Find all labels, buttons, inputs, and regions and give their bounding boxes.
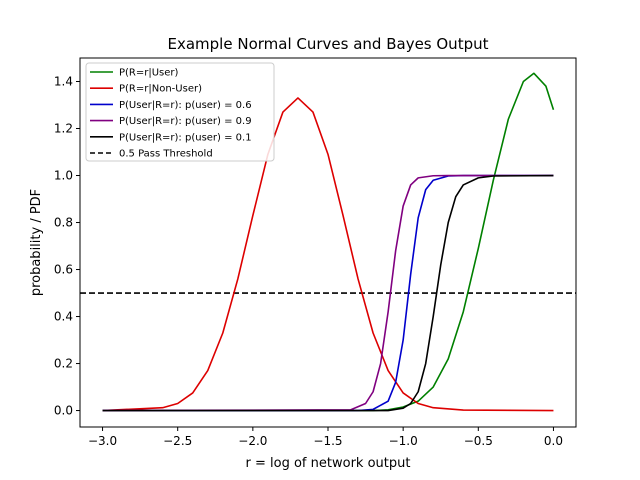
y-tick-label: 1.0 xyxy=(54,169,73,183)
y-tick-label: 1.2 xyxy=(54,122,73,136)
y-tick-label: 0.0 xyxy=(54,404,73,418)
x-tick-label: −2.5 xyxy=(163,434,192,448)
chart-title: Example Normal Curves and Bayes Output xyxy=(168,35,489,53)
legend-label-4: P(User|R=r): p(user) = 0.1 xyxy=(119,132,252,143)
y-tick-label: 1.4 xyxy=(54,75,73,89)
y-tick-label: 0.6 xyxy=(54,263,73,277)
legend-label-3: P(User|R=r): p(user) = 0.9 xyxy=(119,116,252,127)
series-line-1 xyxy=(102,97,554,412)
x-tick-label: 0.0 xyxy=(544,434,563,448)
legend-label-1: P(R=r|Non-User) xyxy=(119,84,202,95)
x-tick-label: −1.0 xyxy=(389,434,418,448)
x-tick-label: −2.0 xyxy=(238,434,267,448)
series-line-4 xyxy=(102,174,554,412)
legend-label-0: P(R=r|User) xyxy=(119,68,179,79)
legend-box xyxy=(85,62,275,162)
x-tick-label: −1.5 xyxy=(313,434,342,448)
x-axis-title: r = log of network output xyxy=(246,456,411,471)
legend-label-5: 0.5 Pass Threshold xyxy=(119,149,213,160)
y-tick-label: 0.2 xyxy=(54,357,73,371)
axis-ticks: −3.0 −2.5 −2.0 −1.5 −1.0 −0.5 0.0 0.0 0.2 0.4 0.6 0… xyxy=(54,75,563,448)
x-tick-label: −3.0 xyxy=(88,434,117,448)
legend: P(R=r|User) P(R=r|Non-User) P(User|R=r): p… xyxy=(85,62,275,162)
y-tick-label: 0.4 xyxy=(54,310,73,324)
series-line-3 xyxy=(102,174,554,412)
series-line-0 xyxy=(102,72,555,412)
y-axis-title: probability / PDF xyxy=(29,189,44,296)
x-tick-label: −0.5 xyxy=(464,434,493,448)
y-tick-label: 0.8 xyxy=(54,216,73,230)
legend-label-2: P(User|R=r): p(user) = 0.6 xyxy=(119,100,252,111)
plot-area xyxy=(80,72,576,412)
